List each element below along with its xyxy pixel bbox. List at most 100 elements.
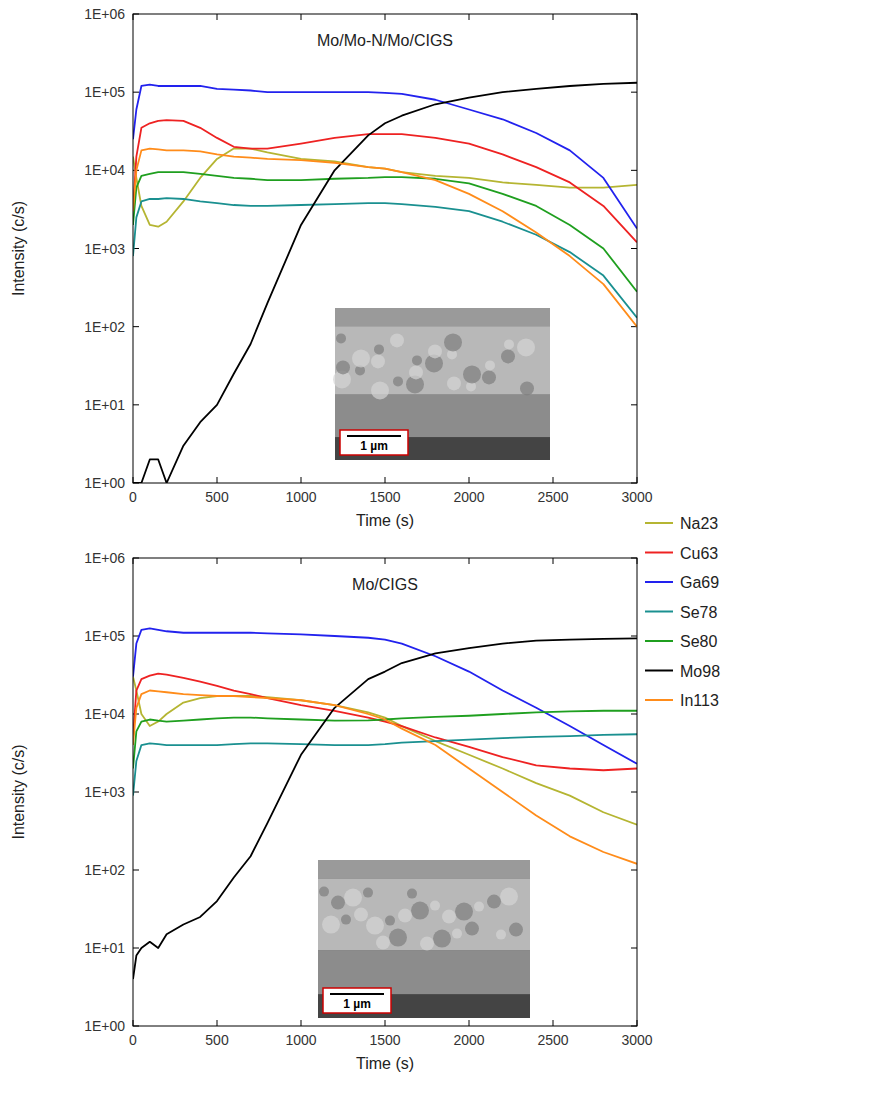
x-tick [469, 14, 470, 20]
series-line [133, 172, 637, 292]
legend-label: Se78 [680, 604, 717, 621]
x-tick-label: 2500 [537, 489, 568, 505]
legend-swatch [645, 552, 673, 554]
scale-bar-label: 1 µm [343, 997, 371, 1011]
legend-label: Cu63 [680, 545, 718, 562]
series-line [133, 734, 637, 795]
y-tick [133, 404, 139, 405]
x-tick-label: 1000 [285, 489, 316, 505]
series-line [133, 85, 637, 229]
x-tick [217, 558, 218, 564]
x-tick-label: 1000 [285, 1032, 316, 1048]
x-tick-label: 0 [129, 1032, 137, 1048]
x-tick [217, 477, 218, 483]
x-tick [385, 477, 386, 483]
x-tick-label: 500 [205, 489, 229, 505]
x-tick-label: 1500 [369, 489, 400, 505]
y-tick [631, 248, 637, 249]
x-tick-label: 2000 [453, 1032, 484, 1048]
series-line [133, 677, 637, 825]
series-group [133, 628, 637, 979]
x-tick [553, 558, 554, 564]
y-tick-label: 1E+04 [84, 162, 125, 178]
x-tick [217, 1020, 218, 1026]
x-tick-label: 500 [205, 1032, 229, 1048]
series-group [133, 83, 637, 483]
y-tick-label: 1E+06 [84, 550, 125, 566]
series-line [133, 638, 637, 979]
x-tick-label: 3000 [621, 489, 652, 505]
y-tick [133, 326, 139, 327]
x-tick [385, 558, 386, 564]
x-tick [553, 14, 554, 20]
x-tick [385, 14, 386, 20]
y-tick [631, 170, 637, 171]
series-line [133, 83, 637, 483]
y-tick-label: 1E+04 [84, 706, 125, 722]
legend-label: In113 [680, 692, 719, 709]
plot-frame [133, 14, 637, 483]
x-tick-label: 0 [129, 489, 137, 505]
x-tick [469, 477, 470, 483]
x-tick [469, 558, 470, 564]
y-tick-label: 1E+05 [84, 628, 125, 644]
legend-label: Mo98 [680, 663, 720, 680]
legend-swatch [645, 670, 673, 672]
y-tick-label: 1E+00 [84, 475, 125, 491]
x-tick-label: 1500 [369, 1032, 400, 1048]
y-tick-label: 1E+05 [84, 84, 125, 100]
x-axis-title: Time (s) [356, 1055, 414, 1072]
y-tick [631, 792, 637, 793]
series-line [133, 149, 637, 327]
x-tick [553, 477, 554, 483]
x-tick [301, 558, 302, 564]
legend-label: Se80 [680, 633, 717, 650]
y-tick-label: 1E+01 [84, 397, 125, 413]
x-tick [301, 14, 302, 20]
sem-inset: 1 µm [318, 860, 530, 1018]
y-tick [631, 714, 637, 715]
x-tick [301, 477, 302, 483]
series-line [133, 149, 637, 227]
legend-label: Ga69 [680, 574, 719, 591]
series-line [133, 691, 637, 864]
legend-swatch [645, 699, 673, 701]
y-tick [133, 92, 139, 93]
x-tick [217, 14, 218, 20]
legend: Na23Cu63Ga69Se78Se80Mo98In113 [645, 515, 720, 709]
figure: 1E+00 1E+01 1E+02 1E+03 1E+04 1E+05 1E+06 0 500 1… [0, 0, 885, 1115]
x-tick [553, 1020, 554, 1026]
panel: 1E+00 1E+01 1E+02 1E+03 1E+04 1E+05 1E+06 0 500 1… [10, 6, 653, 529]
x-axis-title: Time (s) [356, 512, 414, 529]
x-tick-label: 3000 [621, 1032, 652, 1048]
x-tick-label: 2500 [537, 1032, 568, 1048]
x-tick [301, 1020, 302, 1026]
y-tick [631, 870, 637, 871]
panel-title: Mo/CIGS [352, 576, 418, 593]
y-tick-label: 1E+00 [84, 1018, 125, 1034]
y-tick-label: 1E+02 [84, 319, 125, 335]
sem-inset: 1 µm [333, 308, 550, 460]
x-tick-label: 2000 [453, 489, 484, 505]
y-tick [631, 636, 637, 637]
y-axis-title: Intensity (c/s) [10, 744, 27, 839]
y-tick-label: 1E+01 [84, 940, 125, 956]
plot-frame [133, 558, 637, 1026]
y-tick [133, 948, 139, 949]
y-tick [631, 404, 637, 405]
series-line [133, 198, 637, 318]
x-tick [469, 1020, 470, 1026]
legend-swatch [645, 522, 673, 524]
y-tick-label: 1E+02 [84, 862, 125, 878]
y-tick-label: 1E+03 [84, 784, 125, 800]
y-axis-title: Intensity (c/s) [10, 201, 27, 296]
legend-swatch [645, 581, 673, 583]
y-tick [631, 948, 637, 949]
y-tick [133, 870, 139, 871]
scale-bar-label: 1 µm [360, 439, 388, 453]
y-tick-label: 1E+06 [84, 6, 125, 22]
y-tick-label: 1E+03 [84, 241, 125, 257]
panel-title: Mo/Mo-N/Mo/CIGS [317, 32, 453, 49]
series-line [133, 120, 637, 242]
y-tick [631, 92, 637, 93]
